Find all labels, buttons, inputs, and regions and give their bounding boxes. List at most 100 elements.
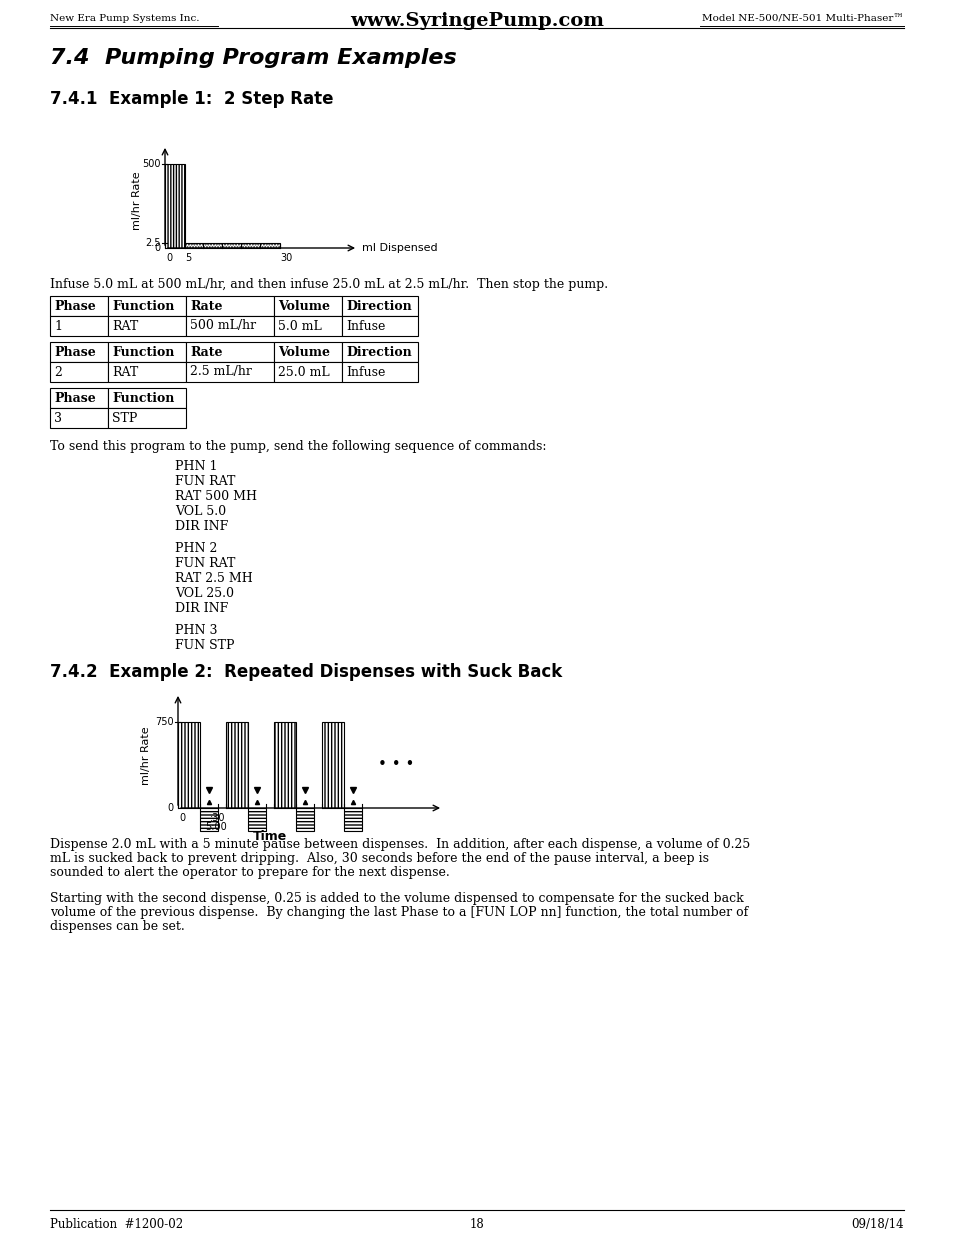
Text: Function: Function (112, 300, 174, 312)
Bar (274, 296, 341, 316)
Text: Direction: Direction (346, 300, 412, 312)
Text: PHN 2: PHN 2 (174, 542, 217, 555)
Text: Volume: Volume (277, 346, 330, 358)
Text: New Era Pump Systems Inc.: New Era Pump Systems Inc. (50, 14, 199, 23)
Text: Phase: Phase (54, 300, 95, 312)
Text: :30: :30 (210, 813, 225, 823)
Text: 750: 750 (155, 716, 173, 727)
Text: RAT: RAT (112, 366, 138, 378)
Text: Infuse: Infuse (346, 366, 385, 378)
Text: 5: 5 (185, 253, 191, 263)
Bar (186, 316, 274, 336)
Text: 0: 0 (179, 813, 185, 823)
Bar (226, 722, 248, 808)
Text: 3: 3 (54, 411, 62, 425)
Bar (108, 316, 186, 336)
Bar (165, 164, 185, 248)
Text: Model NE-500/NE-501 Multi-Phaser™: Model NE-500/NE-501 Multi-Phaser™ (701, 14, 903, 23)
Text: mL is sucked back to prevent dripping.  Also, 30 seconds before the end of the p: mL is sucked back to prevent dripping. A… (50, 852, 708, 864)
Text: dispenses can be set.: dispenses can be set. (50, 920, 185, 932)
Text: Phase: Phase (54, 346, 95, 358)
Bar (341, 296, 417, 316)
Text: 0: 0 (166, 253, 172, 263)
Text: 7.4.1  Example 1:  2 Step Rate: 7.4.1 Example 1: 2 Step Rate (50, 90, 334, 107)
Bar (108, 342, 186, 362)
Bar (108, 388, 186, 408)
Text: 30: 30 (280, 253, 292, 263)
Text: volume of the previous dispense.  By changing the last Phase to a [FUN LOP nn] f: volume of the previous dispense. By chan… (50, 906, 747, 919)
Text: RAT: RAT (112, 320, 138, 332)
Text: ml/hr Rate: ml/hr Rate (141, 726, 151, 784)
Bar (186, 342, 274, 362)
Bar (50, 388, 108, 408)
Bar (178, 722, 200, 808)
Text: sounded to alert the operator to prepare for the next dispense.: sounded to alert the operator to prepare… (50, 866, 449, 879)
Text: • • •: • • • (377, 757, 414, 772)
Text: FUN STP: FUN STP (174, 638, 234, 652)
Bar (108, 362, 186, 382)
Bar (248, 808, 266, 831)
Text: 0: 0 (154, 243, 161, 253)
Bar (344, 808, 361, 831)
Bar (200, 808, 218, 831)
Bar (50, 342, 108, 362)
Bar (274, 362, 341, 382)
Bar (185, 243, 280, 248)
Text: VOL 25.0: VOL 25.0 (174, 587, 233, 600)
Text: RAT 2.5 MH: RAT 2.5 MH (174, 572, 253, 585)
Text: Infuse 5.0 mL at 500 mL/hr, and then infuse 25.0 mL at 2.5 mL/hr.  Then stop the: Infuse 5.0 mL at 500 mL/hr, and then inf… (50, 278, 607, 291)
Text: Function: Function (112, 346, 174, 358)
Bar (186, 362, 274, 382)
Text: To send this program to the pump, send the following sequence of commands:: To send this program to the pump, send t… (50, 440, 546, 453)
Text: RAT 500 MH: RAT 500 MH (174, 490, 256, 503)
Bar (50, 362, 108, 382)
Text: Direction: Direction (346, 346, 412, 358)
Text: FUN RAT: FUN RAT (174, 475, 235, 488)
Text: ml/hr Rate: ml/hr Rate (132, 172, 142, 230)
Text: 7.4  Pumping Program Examples: 7.4 Pumping Program Examples (50, 48, 456, 68)
Text: DIR INF: DIR INF (174, 601, 228, 615)
Text: DIR INF: DIR INF (174, 520, 228, 534)
Text: Starting with the second dispense, 0.25 is added to the volume dispensed to comp: Starting with the second dispense, 0.25 … (50, 892, 743, 905)
Bar (50, 296, 108, 316)
Text: Dispense 2.0 mL with a 5 minute pause between dispenses.  In addition, after eac: Dispense 2.0 mL with a 5 minute pause be… (50, 839, 749, 851)
Bar (322, 722, 344, 808)
Text: 09/18/14: 09/18/14 (850, 1218, 903, 1231)
Text: PHN 1: PHN 1 (174, 459, 217, 473)
Text: www.SyringePump.com: www.SyringePump.com (350, 12, 603, 30)
Text: 0: 0 (168, 803, 173, 813)
Text: ml Dispensed: ml Dispensed (361, 243, 437, 253)
Text: 500 mL/hr: 500 mL/hr (190, 320, 255, 332)
Bar (341, 316, 417, 336)
Text: Function: Function (112, 391, 174, 405)
Text: Rate: Rate (190, 346, 222, 358)
Bar (50, 316, 108, 336)
Text: 2.5 mL/hr: 2.5 mL/hr (190, 366, 252, 378)
Text: Publication  #1200-02: Publication #1200-02 (50, 1218, 183, 1231)
Text: Rate: Rate (190, 300, 222, 312)
Text: PHN 3: PHN 3 (174, 624, 217, 637)
Text: 500: 500 (142, 159, 161, 169)
Bar (108, 408, 186, 429)
Text: FUN RAT: FUN RAT (174, 557, 235, 571)
Text: 5.0 mL: 5.0 mL (277, 320, 321, 332)
Bar (274, 342, 341, 362)
Text: STP: STP (112, 411, 137, 425)
Bar (341, 342, 417, 362)
Bar (274, 316, 341, 336)
Bar (274, 722, 295, 808)
Bar (186, 296, 274, 316)
Bar (108, 296, 186, 316)
Text: 7.4.2  Example 2:  Repeated Dispenses with Suck Back: 7.4.2 Example 2: Repeated Dispenses with… (50, 663, 561, 680)
Text: Time: Time (253, 830, 287, 844)
Text: 2.5: 2.5 (146, 238, 161, 248)
Text: Infuse: Infuse (346, 320, 385, 332)
Bar (341, 362, 417, 382)
Text: 1: 1 (54, 320, 62, 332)
Text: 2: 2 (54, 366, 62, 378)
Text: 18: 18 (469, 1218, 484, 1231)
Text: Volume: Volume (277, 300, 330, 312)
Bar (295, 808, 314, 831)
Text: 25.0 mL: 25.0 mL (277, 366, 330, 378)
Text: 5:00: 5:00 (205, 823, 227, 832)
